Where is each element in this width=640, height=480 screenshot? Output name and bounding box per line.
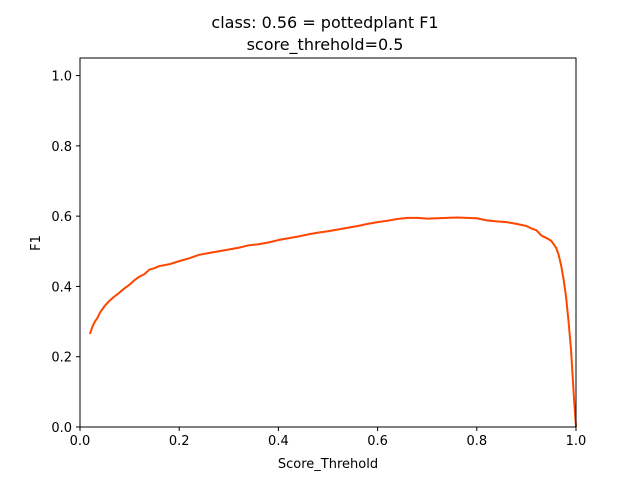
x-tick-label: 0.0 [70,434,91,449]
plot-frame [79,57,577,428]
x-tick-label: 0.6 [367,434,388,449]
y-tick-label: 0.4 [51,280,72,295]
x-tick-label: 0.2 [169,434,190,449]
x-tick-label: 1.0 [566,434,587,449]
y-axis-label: F1 [29,235,44,251]
y-tick-label: 0.0 [51,421,72,436]
series-line-f1 [88,216,577,428]
chart-subtitle: score_threhold=0.5 [247,35,404,55]
y-tick-label: 0.2 [51,351,72,366]
y-tick-label: 0.8 [51,140,72,155]
x-tick-label: 0.8 [466,434,487,449]
y-tick-label: 0.6 [51,210,72,225]
x-axis-ticks: 0.0 0.2 0.4 0.6 0.8 1.0 [70,427,587,449]
y-tick-label: 1.0 [51,70,72,85]
x-tick-label: 0.4 [268,434,289,449]
chart-title: class: 0.56 = pottedplant F1 [211,13,438,32]
x-axis-label: Score_Threhold [278,457,378,472]
y-axis-ticks: 0.0 0.2 0.4 0.6 0.8 1.0 [51,70,80,436]
